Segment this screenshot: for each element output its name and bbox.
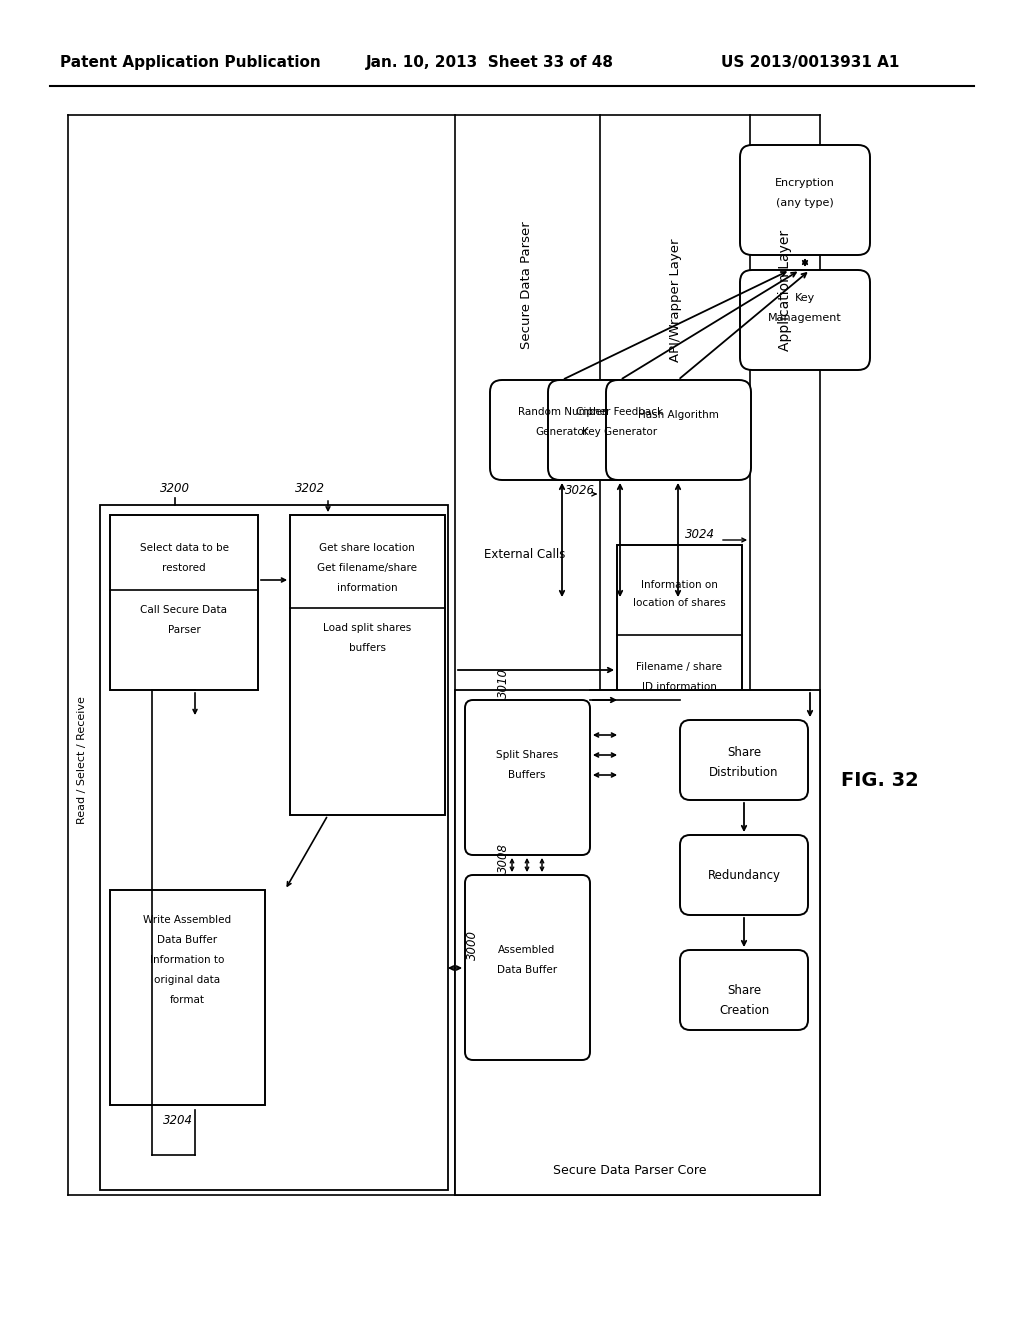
Text: Application Layer: Application Layer [778, 230, 792, 351]
Text: Select data to be: Select data to be [139, 543, 228, 553]
Text: 3024: 3024 [685, 528, 715, 541]
Text: restored: restored [162, 564, 206, 573]
FancyBboxPatch shape [606, 380, 751, 480]
Text: Assembled: Assembled [499, 945, 556, 954]
FancyBboxPatch shape [680, 836, 808, 915]
Bar [110, 890, 265, 1105]
Text: Creation: Creation [719, 1003, 769, 1016]
Text: Encryption: Encryption [775, 178, 835, 187]
FancyBboxPatch shape [548, 380, 693, 480]
Bar [110, 515, 258, 690]
Text: buffers: buffers [348, 643, 385, 653]
Text: Get share location: Get share location [319, 543, 415, 553]
Text: 3026: 3026 [565, 483, 595, 496]
Text: FIG. 32: FIG. 32 [841, 771, 919, 789]
Text: 3204: 3204 [163, 1114, 193, 1126]
Text: Parser: Parser [168, 624, 201, 635]
Text: 3202: 3202 [295, 482, 325, 495]
Text: Share: Share [727, 746, 761, 759]
Bar [455, 690, 820, 1195]
Text: Cipher Feedback: Cipher Feedback [577, 407, 664, 417]
Text: Get filename/share: Get filename/share [317, 564, 417, 573]
Text: Distribution: Distribution [710, 766, 778, 779]
Text: Read / Select / Receive: Read / Select / Receive [77, 696, 87, 824]
FancyBboxPatch shape [680, 950, 808, 1030]
Text: US 2013/0013931 A1: US 2013/0013931 A1 [721, 54, 899, 70]
FancyBboxPatch shape [740, 145, 870, 255]
Text: Patent Application Publication: Patent Application Publication [59, 54, 321, 70]
Text: Write Assembled: Write Assembled [143, 915, 231, 925]
Text: information: information [337, 583, 397, 593]
Text: Buffers: Buffers [508, 770, 546, 780]
FancyBboxPatch shape [465, 875, 590, 1060]
Text: Hash Algorithm: Hash Algorithm [638, 411, 719, 420]
Text: Data Buffer: Data Buffer [157, 935, 217, 945]
Text: Secure Data Parser Core: Secure Data Parser Core [553, 1163, 707, 1176]
Text: (any type): (any type) [776, 198, 834, 209]
FancyBboxPatch shape [490, 380, 635, 480]
Text: Random Number: Random Number [518, 407, 606, 417]
Text: API/Wrapper Layer: API/Wrapper Layer [669, 238, 682, 362]
Text: ID information: ID information [642, 682, 717, 692]
Text: External Calls: External Calls [484, 549, 565, 561]
Bar [100, 506, 449, 1191]
Text: 3000: 3000 [466, 931, 478, 960]
Text: location of shares: location of shares [633, 598, 725, 609]
Text: format: format [170, 995, 205, 1005]
FancyBboxPatch shape [680, 719, 808, 800]
Text: Share: Share [727, 983, 761, 997]
FancyBboxPatch shape [740, 271, 870, 370]
Text: 3200: 3200 [160, 482, 190, 495]
Text: 3008: 3008 [497, 843, 510, 873]
Bar [617, 545, 742, 795]
Text: Data Buffer: Data Buffer [497, 965, 557, 975]
FancyBboxPatch shape [465, 700, 590, 855]
Text: Key: Key [795, 293, 815, 304]
Text: Secure Data Parser: Secure Data Parser [520, 222, 534, 348]
Text: Redundancy: Redundancy [708, 869, 780, 882]
Text: Information on: Information on [641, 579, 718, 590]
Text: Information to: Information to [150, 954, 224, 965]
Text: Split Shares: Split Shares [496, 750, 558, 760]
Text: Jan. 10, 2013  Sheet 33 of 48: Jan. 10, 2013 Sheet 33 of 48 [366, 54, 614, 70]
Text: 3010: 3010 [497, 668, 510, 698]
Text: original data: original data [154, 975, 220, 985]
Text: Management: Management [768, 313, 842, 323]
Text: Filename / share: Filename / share [636, 663, 722, 672]
Text: Key Generator: Key Generator [583, 426, 657, 437]
Text: Load split shares: Load split shares [323, 623, 411, 634]
Bar [290, 515, 445, 814]
Text: Call Secure Data: Call Secure Data [140, 605, 227, 615]
Text: Generator: Generator [536, 426, 589, 437]
